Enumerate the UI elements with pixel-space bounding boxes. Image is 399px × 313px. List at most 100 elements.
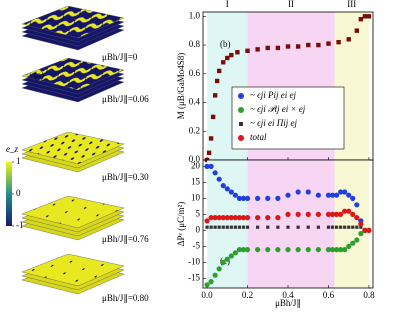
region <box>334 160 369 288</box>
data-point <box>255 215 261 221</box>
data-point <box>204 163 210 169</box>
data-point <box>245 225 250 229</box>
data-point <box>225 55 230 61</box>
data-point <box>256 225 260 229</box>
data-point <box>315 211 321 217</box>
legend-label: ~ ϵji Pij ei ej <box>250 90 296 100</box>
data-point <box>295 211 301 217</box>
data-point <box>333 211 340 217</box>
data-point <box>216 266 222 272</box>
data-point <box>204 218 210 224</box>
data-point <box>286 225 290 229</box>
data-point <box>220 215 226 221</box>
data-point <box>354 215 360 221</box>
panel-a: μBh/J∥=0 μBh/J∥=0.06 μBh/J∥=0.30 μBh/J∥=0.7… <box>6 5 149 303</box>
data-point <box>339 225 343 229</box>
panel-label: (a) <box>34 70 44 80</box>
data-point <box>213 225 217 229</box>
data-point <box>362 14 368 19</box>
data-point <box>342 189 348 195</box>
colorbar-tick-label: -1 <box>16 220 24 230</box>
data-point <box>329 192 336 198</box>
data-point <box>232 250 238 256</box>
data-point <box>210 114 216 120</box>
data-point <box>208 136 214 141</box>
data-point <box>244 215 251 221</box>
data-point <box>342 247 348 253</box>
data-point <box>221 60 226 65</box>
data-point <box>329 247 336 253</box>
data-point <box>333 247 340 253</box>
field-label: μBh/J∥=0.06 <box>102 94 149 104</box>
data-point <box>255 47 260 52</box>
slab-layer <box>21 195 125 229</box>
y-tick-label: 15 <box>191 176 201 186</box>
data-point <box>265 45 270 51</box>
data-point <box>338 211 344 217</box>
colorbar-label: e_z <box>6 144 18 154</box>
data-point <box>244 195 251 201</box>
x-tick-label: 0.8 <box>363 290 375 300</box>
data-point <box>329 211 336 217</box>
data-point <box>275 247 281 253</box>
legend-label: ~ ϵji ei Πij ej <box>250 118 297 128</box>
data-point <box>354 28 360 33</box>
data-point <box>350 240 356 246</box>
y-tick-label: 1.0 <box>189 10 201 20</box>
data-point <box>334 225 339 229</box>
colorbar-tick-label: 0 <box>16 188 21 198</box>
data-point <box>362 227 368 233</box>
data-point <box>209 225 213 229</box>
region-label: I <box>226 0 229 9</box>
slab-layer <box>21 253 125 287</box>
data-point <box>224 256 230 262</box>
data-point <box>229 52 234 58</box>
slab-layer <box>21 5 125 39</box>
data-point <box>205 225 209 229</box>
x-tick-label: 0.0 <box>201 290 213 300</box>
legend-marker <box>238 93 244 99</box>
data-point <box>346 243 352 249</box>
data-point <box>229 225 233 229</box>
data-point <box>244 247 251 253</box>
data-point <box>326 41 331 46</box>
data-point <box>224 186 230 192</box>
data-point <box>276 225 280 229</box>
data-point <box>347 225 351 229</box>
data-point <box>325 192 332 198</box>
data-point <box>240 247 247 253</box>
data-point <box>346 37 351 42</box>
data-point <box>232 192 238 198</box>
x-tick-label: 0.2 <box>242 290 253 300</box>
data-point <box>275 195 281 201</box>
data-point <box>275 215 281 221</box>
field-label: μBh/J∥=0.76 <box>102 234 149 244</box>
field-label: μBh/J∥=0.30 <box>102 172 149 182</box>
data-point <box>212 272 218 278</box>
data-point <box>315 192 321 198</box>
field-label: μBh/J∥=0 <box>102 52 138 62</box>
data-point <box>232 215 238 221</box>
data-point <box>240 195 247 201</box>
field-label: μBh/J∥=0.80 <box>102 293 149 303</box>
data-point <box>265 215 271 221</box>
colorbar-tick-label: 1 <box>16 156 21 166</box>
data-point <box>336 39 341 45</box>
data-point <box>240 215 247 221</box>
data-point <box>220 259 226 265</box>
region <box>247 160 335 288</box>
data-point <box>285 247 291 253</box>
data-point <box>265 247 271 253</box>
data-point <box>245 48 250 53</box>
x-tick-label: 0.4 <box>282 290 294 300</box>
data-point <box>295 189 301 195</box>
data-point <box>208 215 214 221</box>
legend-label: total <box>250 132 267 142</box>
data-point <box>315 247 321 253</box>
data-point <box>233 225 237 229</box>
data-point <box>350 211 356 217</box>
data-point <box>358 231 364 237</box>
data-point <box>208 279 214 285</box>
region <box>207 160 248 288</box>
legend-marker <box>238 135 244 141</box>
